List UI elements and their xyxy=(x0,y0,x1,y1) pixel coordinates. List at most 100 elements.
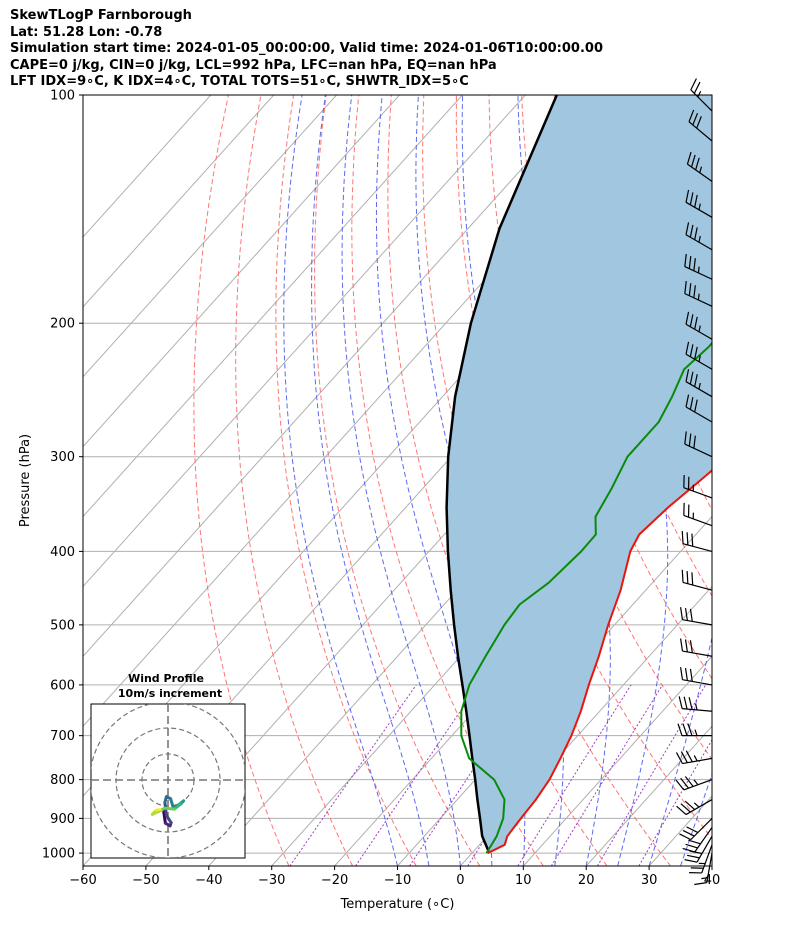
wind-barb-flag xyxy=(689,608,693,622)
mixing-ratio-line xyxy=(550,684,663,866)
wind-barb-staff xyxy=(690,817,713,841)
wind-barb-half-flag xyxy=(698,382,701,390)
wind-barb xyxy=(680,607,713,626)
hodograph-plot xyxy=(91,704,245,858)
wind-barb-flag xyxy=(685,843,698,849)
wind-barb-flag xyxy=(684,431,687,445)
mixing-ratio-line xyxy=(517,684,632,866)
mixing-ratio-line xyxy=(355,684,479,866)
wind-barb-flag xyxy=(689,344,694,357)
wind-barb xyxy=(684,281,713,307)
wind-barb-flag xyxy=(692,112,699,126)
wind-barb-flag xyxy=(690,154,696,168)
wind-barb xyxy=(685,222,713,251)
wind-barb-half-flag xyxy=(701,877,708,880)
wind-barb-flag xyxy=(691,533,694,547)
wind-barb-flag xyxy=(682,847,695,853)
wind-barb-flag xyxy=(684,607,688,621)
x-tick-label: −60 xyxy=(69,873,96,888)
isotherm-line xyxy=(83,95,400,448)
x-tick-label: −40 xyxy=(195,873,222,888)
isotherm-line xyxy=(83,95,526,588)
dry-adiabat-line xyxy=(782,95,794,866)
moist-adiabat-line xyxy=(283,95,398,866)
wind-barb xyxy=(680,667,713,686)
wind-barb xyxy=(685,189,713,218)
wind-barb-flag xyxy=(693,435,696,449)
wind-barb-flag xyxy=(681,530,684,544)
wind-barb-flag xyxy=(694,316,698,330)
y-tick-label: 100 xyxy=(50,89,75,104)
wind-barb-flag xyxy=(688,839,701,845)
wind-barb-flag xyxy=(689,192,694,205)
wind-barb-half-flag xyxy=(695,703,698,711)
dry-adiabat-line xyxy=(717,95,794,866)
wind-barb-flag xyxy=(685,394,690,408)
wind-barb-flag xyxy=(684,639,688,653)
wind-barb-flag xyxy=(694,346,698,360)
wind-barb-flag xyxy=(694,194,698,208)
wind-barb-flag xyxy=(693,81,701,94)
wind-barb xyxy=(683,474,713,499)
wind-barb xyxy=(685,394,713,423)
wind-barb xyxy=(694,852,713,886)
wind-barb xyxy=(684,253,713,280)
wind-barb-flag xyxy=(695,157,700,171)
wind-barb-flag xyxy=(680,777,689,789)
dry-adiabat-line xyxy=(235,95,353,866)
moist-adiabat-line xyxy=(648,95,712,866)
wind-barb-flag xyxy=(686,854,700,859)
stable-area-shading xyxy=(446,95,712,854)
x-tick-label: −30 xyxy=(258,873,285,888)
isotherm-line xyxy=(83,95,337,378)
wind-barb-flag xyxy=(678,696,683,709)
wind-barb-flag xyxy=(689,224,694,238)
wind-barb-flag xyxy=(687,723,693,736)
dry-adiabat-line xyxy=(351,95,544,866)
wind-barb-half-flag xyxy=(699,166,703,173)
wind-barb-half-flag xyxy=(698,235,701,243)
x-tick-label: 0 xyxy=(456,873,464,888)
chart-title: SkewTLogP Farnborough xyxy=(10,8,192,23)
y-tick-label: 800 xyxy=(50,773,75,788)
x-tick-label: −50 xyxy=(132,873,159,888)
wind-barb-flag xyxy=(684,800,696,811)
wind-barb-flag xyxy=(694,374,698,387)
wind-barb-flag xyxy=(685,750,693,763)
wind-barb-flag xyxy=(691,572,694,586)
y-tick-label: 500 xyxy=(50,618,75,633)
wind-barb-flag xyxy=(685,189,690,203)
y-tick-label: 700 xyxy=(50,729,75,744)
wind-barb xyxy=(676,799,713,816)
dry-adiabat-line xyxy=(387,95,608,866)
hodograph-subtitle: 10m/s increment xyxy=(118,687,222,700)
parcel-profile-line xyxy=(445,95,558,854)
dry-adiabat-line xyxy=(193,95,290,866)
wind-barb-flag xyxy=(689,396,694,410)
wind-barb-flag xyxy=(676,805,687,816)
wind-barb-flag xyxy=(675,752,683,764)
wind-barb-flag xyxy=(689,371,694,385)
wind-barb xyxy=(684,835,713,863)
y-axis-label: Pressure (hPa) xyxy=(18,434,33,527)
wind-barb-flag xyxy=(680,607,684,620)
wind-barb-flag xyxy=(685,369,690,382)
wind-barb-flag xyxy=(675,779,685,791)
wind-barb-flag xyxy=(677,723,683,736)
x-tick-label: 40 xyxy=(704,873,721,888)
isotherm-line xyxy=(522,655,712,866)
wind-barb-half-flag xyxy=(693,779,699,786)
mixing-ratio-line xyxy=(409,684,530,866)
wind-barb-half-flag xyxy=(697,266,700,273)
y-tick-label: 400 xyxy=(50,545,75,560)
wind-barb xyxy=(689,844,713,874)
wind-barb-flag xyxy=(688,283,692,296)
isotherm-line xyxy=(585,725,712,866)
wind-barb-flag xyxy=(680,803,691,813)
wind-barb xyxy=(682,827,713,853)
y-tick-label: 600 xyxy=(50,678,75,693)
wind-barb-flag xyxy=(686,571,689,584)
wind-barb-flag xyxy=(680,667,684,680)
isotherm-line xyxy=(83,95,212,238)
